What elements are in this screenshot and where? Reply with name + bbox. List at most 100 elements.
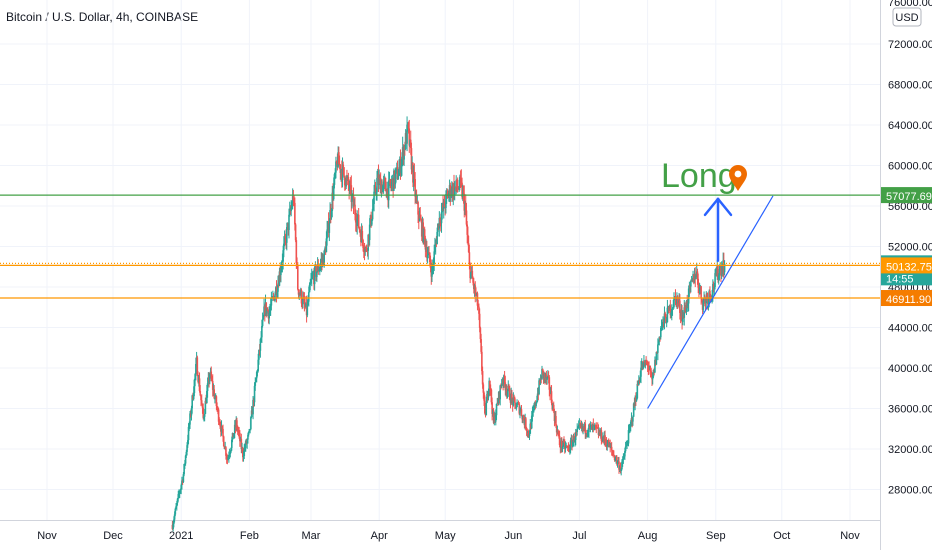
- candle-body: [686, 300, 688, 306]
- candle-body: [343, 176, 346, 186]
- x-tick-label: Sep: [706, 530, 726, 542]
- candle-body: [288, 214, 290, 231]
- candle-body: [200, 395, 202, 401]
- candle-body: [310, 278, 312, 284]
- candle-body: [394, 173, 397, 185]
- map-pin-icon[interactable]: [729, 165, 747, 191]
- candle-body: [589, 425, 592, 427]
- candle-body: [341, 164, 344, 181]
- price-tag-level-b-bg[interactable]: [881, 290, 932, 307]
- candle-body: [464, 203, 467, 211]
- candle-body: [588, 424, 591, 427]
- candle-body: [294, 202, 296, 225]
- candle-body: [303, 298, 306, 305]
- candle-body: [508, 388, 511, 400]
- candle-body: [471, 270, 474, 279]
- candle-body: [214, 398, 216, 400]
- candle-body: [614, 459, 617, 461]
- candle-body: [605, 442, 608, 447]
- candle-body: [629, 426, 631, 429]
- candle-body: [489, 380, 491, 390]
- candle-body: [196, 357, 199, 376]
- candle-body: [203, 416, 205, 418]
- candle-body: [408, 128, 411, 146]
- x-tick-label: 2021: [169, 530, 193, 542]
- candle-body: [329, 210, 331, 224]
- candle-body: [247, 431, 250, 435]
- candle-body: [530, 415, 533, 429]
- candle-body: [596, 427, 599, 429]
- candle-body: [634, 397, 636, 406]
- candle-body: [504, 382, 507, 391]
- candle-body: [184, 455, 187, 464]
- candle-body: [595, 424, 598, 428]
- long-arrow-head[interactable]: [703, 197, 733, 217]
- candle-body: [373, 191, 375, 205]
- candle-body: [260, 337, 262, 340]
- candle-body: [610, 446, 613, 451]
- candle-body: [712, 283, 715, 288]
- y-tick-label: 64000.00: [888, 120, 932, 132]
- candle-body: [581, 424, 584, 429]
- y-tick-label: 44000.00: [888, 323, 932, 335]
- candle-body: [555, 425, 558, 433]
- candle-body: [188, 424, 191, 427]
- candle-body: [440, 212, 443, 224]
- candle-body: [390, 182, 393, 186]
- candle-body: [401, 156, 403, 166]
- candle-body: [574, 431, 577, 441]
- candle-body: [231, 439, 233, 448]
- candle-body: [351, 195, 353, 202]
- currency-badge[interactable]: [892, 7, 922, 27]
- candle-body: [242, 456, 245, 458]
- candle-body: [266, 308, 268, 314]
- candle-body: [658, 336, 661, 342]
- candle-body: [449, 185, 452, 198]
- candle-body: [604, 435, 606, 442]
- candle-body: [434, 243, 437, 246]
- candle-body: [671, 308, 673, 314]
- price-tag-level-a-bg[interactable]: [881, 257, 932, 274]
- candle-body: [535, 402, 537, 406]
- candle-body: [443, 200, 446, 207]
- candle-body: [703, 297, 705, 301]
- candle-body: [227, 457, 229, 460]
- candle-body: [651, 376, 654, 380]
- candle-body: [718, 269, 721, 276]
- candle-body: [484, 400, 486, 414]
- long-annotation-text[interactable]: Long: [661, 157, 737, 195]
- candle-body: [606, 444, 609, 447]
- candle-body: [396, 167, 399, 180]
- price-tag-last-text: 14:55: [886, 273, 914, 285]
- candle-body: [445, 194, 447, 209]
- candle-body: [528, 433, 531, 437]
- candle-body: [433, 251, 435, 264]
- candle-body: [288, 209, 291, 215]
- candle-body: [187, 426, 190, 441]
- candle-body: [491, 402, 493, 414]
- candle-body: [296, 263, 298, 266]
- candle-body: [690, 280, 692, 287]
- candle-body: [376, 177, 378, 193]
- candle-body: [308, 284, 311, 293]
- candle-body: [709, 290, 711, 296]
- candle-body: [250, 417, 252, 429]
- candle-body: [467, 234, 469, 244]
- candle-body: [548, 377, 551, 390]
- trendline[interactable]: [647, 195, 774, 409]
- candle-body: [632, 416, 634, 422]
- candle-body: [193, 379, 196, 394]
- candle-body: [588, 424, 590, 433]
- price-tag-resistance-bg[interactable]: [881, 187, 932, 204]
- candle-body: [628, 428, 631, 431]
- candle-body: [654, 359, 656, 373]
- candle-body: [203, 413, 206, 417]
- candle-body: [621, 459, 624, 462]
- candle-body: [282, 250, 284, 262]
- candle-body: [670, 313, 672, 316]
- candle-body: [477, 305, 479, 307]
- candle-body: [184, 463, 186, 465]
- candle-body: [364, 248, 367, 252]
- candle-body: [561, 446, 564, 449]
